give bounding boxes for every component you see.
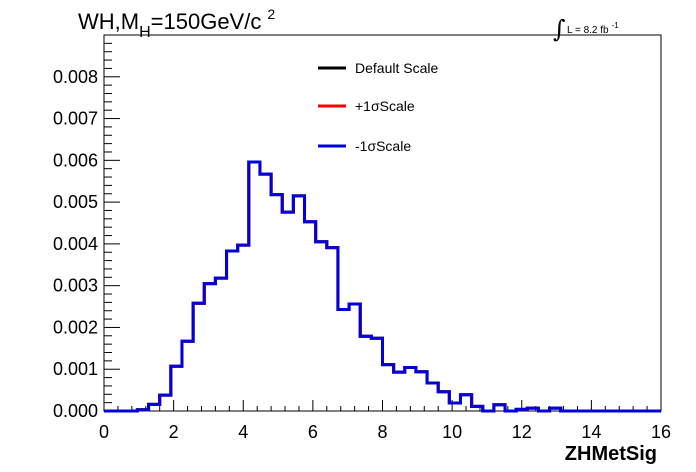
y-tick-label: 0.007 [53, 109, 98, 129]
histogram-series-0 [104, 160, 661, 413]
title-rest: =150GeV/c [151, 9, 262, 34]
title-superscript: 2 [267, 6, 275, 22]
x-tick-label: 10 [442, 422, 462, 442]
lumi-annotation: L = 8.2 fb -1 [567, 21, 619, 36]
chart-title: WH,MH=150GeV/c 2 [78, 6, 275, 41]
x-tick-label: 8 [377, 422, 387, 442]
x-tick-label: 14 [581, 422, 601, 442]
y-tick-label: 0.003 [53, 276, 98, 296]
legend-label: Default Scale [355, 60, 438, 76]
x-tick-label: 4 [238, 422, 248, 442]
histogram-series-1 [104, 160, 661, 413]
legend-label: +1σScale [355, 98, 415, 114]
y-tick-label: 0.004 [53, 234, 98, 254]
lumi-superscript: -1 [612, 21, 620, 30]
lumi-integral-symbol: ∫ [553, 15, 566, 43]
x-tick-label: 6 [308, 422, 318, 442]
x-tick-label: 16 [651, 422, 671, 442]
legend-label: -1σScale [355, 138, 411, 154]
y-tick-label: 0.005 [53, 192, 98, 212]
y-tick-label: 0.001 [53, 359, 98, 379]
series-group [104, 160, 661, 413]
y-tick-label: 0.002 [53, 317, 98, 337]
x-axis-label: ZHMetSig [565, 443, 657, 465]
y-axis: 0.000 0.001 0.002 0.003 0.004 0.005 0.006 0.007… [53, 42, 120, 421]
x-tick-label: 12 [512, 422, 532, 442]
lumi-text: L = 8.2 fb [567, 25, 609, 36]
x-tick-label: 0 [99, 422, 109, 442]
legend: Default Scale +1σScale -1σScale [318, 60, 438, 154]
x-tick-label: 2 [169, 422, 179, 442]
y-tick-label: 0.006 [53, 150, 98, 170]
y-tick-label: 0.000 [53, 401, 98, 421]
y-tick-label: 0.008 [53, 67, 98, 87]
title-main: WH,M [78, 9, 139, 34]
histogram-series-2 [104, 160, 661, 413]
title-subscript: H [139, 24, 151, 41]
x-axis: 0 2 4 6 8 10 12 14 16 [99, 400, 671, 442]
